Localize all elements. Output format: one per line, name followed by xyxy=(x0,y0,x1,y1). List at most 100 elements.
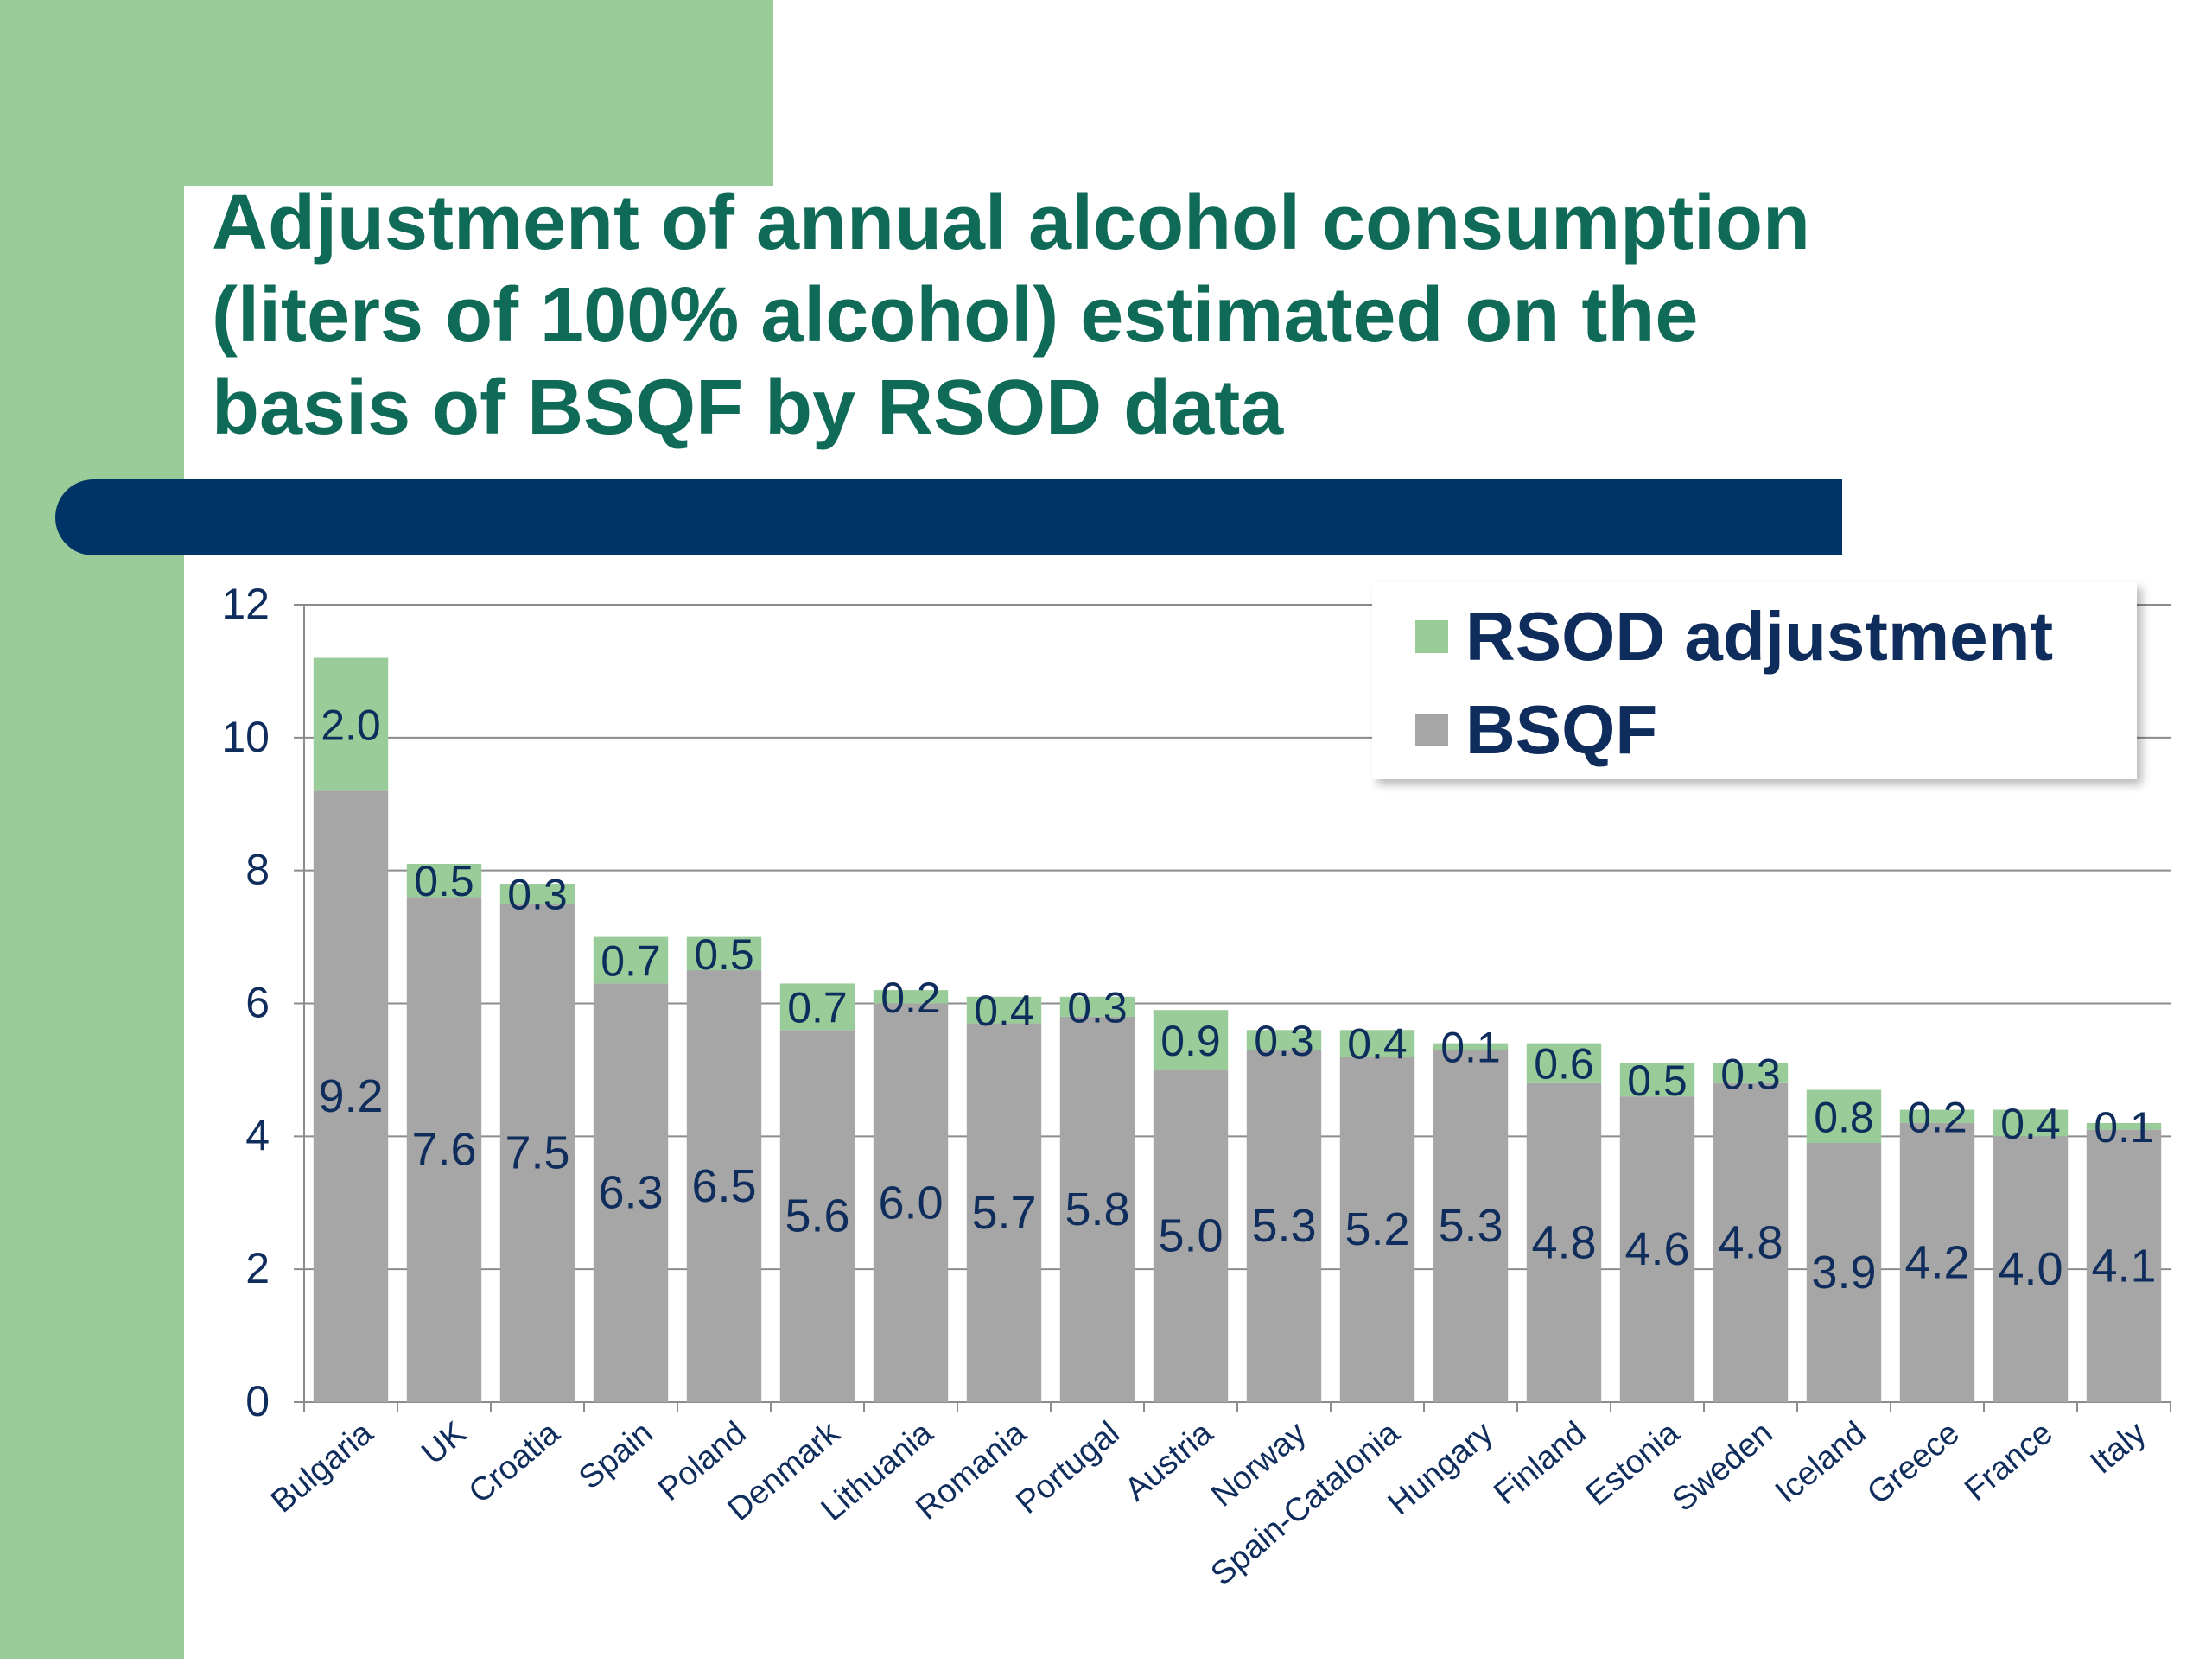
legend-item-rsod: RSOD adjustment xyxy=(1415,598,2053,676)
data-label-rsod: 0.5 xyxy=(1627,1057,1688,1105)
data-label-rsod: 0.4 xyxy=(2000,1100,2061,1148)
bar-bsqf xyxy=(1806,1143,1882,1402)
data-label-rsod: 0.3 xyxy=(1254,1017,1314,1065)
data-label-bsqf: 5.7 xyxy=(971,1187,1036,1239)
bar-rsod xyxy=(966,996,1042,1024)
data-label-bsqf: 6.5 xyxy=(691,1160,756,1212)
x-category-label: Greece xyxy=(1860,1415,1966,1512)
data-label-bsqf: 7.6 xyxy=(411,1124,476,1176)
data-label-rsod: 2.0 xyxy=(321,701,381,749)
bar-bsqf xyxy=(1526,1082,1602,1402)
bar-bsqf xyxy=(1059,1016,1135,1402)
data-label-rsod: 0.1 xyxy=(1440,1023,1501,1071)
bar-bsqf xyxy=(2086,1129,2162,1402)
data-label-bsqf: 5.8 xyxy=(1065,1184,1129,1235)
x-category-label: Sweden xyxy=(1666,1415,1780,1519)
bar-rsod xyxy=(1059,996,1135,1017)
bar-rsod xyxy=(1806,1089,1882,1144)
title-divider-bar xyxy=(55,479,1842,555)
data-label-bsqf: 5.2 xyxy=(1344,1203,1409,1255)
x-category-label: Austria xyxy=(1118,1414,1220,1508)
data-label-bsqf: 5.6 xyxy=(785,1190,849,1242)
bar-rsod xyxy=(313,657,389,791)
legend-item-bsqf: BSQF xyxy=(1415,691,1657,769)
bar-rsod xyxy=(1993,1109,2069,1137)
bar-rsod xyxy=(1433,1043,1509,1050)
bar-bsqf xyxy=(1993,1136,2069,1402)
data-label-rsod: 0.8 xyxy=(1814,1093,1874,1141)
bar-rsod xyxy=(2086,1122,2162,1130)
data-label-rsod: 0.9 xyxy=(1160,1017,1221,1065)
data-label-rsod: 0.7 xyxy=(601,937,661,986)
x-category-label: Bulgaria xyxy=(264,1414,380,1520)
legend-label-rsod: RSOD adjustment xyxy=(1465,598,2054,675)
left-green-band xyxy=(0,0,184,1659)
data-label-bsqf: 4.0 xyxy=(1998,1243,2063,1295)
legend-swatch-rsod xyxy=(1415,620,1448,653)
data-label-bsqf: 3.9 xyxy=(1811,1247,1876,1298)
bar-bsqf xyxy=(1899,1122,1975,1402)
bar-bsqf xyxy=(1619,1096,1695,1402)
y-tick-label: 12 xyxy=(221,580,270,628)
bar-bsqf xyxy=(1433,1050,1509,1402)
y-tick-label: 8 xyxy=(245,846,270,894)
y-tick-label: 4 xyxy=(245,1111,270,1159)
bar-bsqf xyxy=(686,970,762,1402)
data-label-rsod: 0.5 xyxy=(694,930,754,979)
x-category-label: UK xyxy=(415,1415,473,1472)
bar-rsod xyxy=(406,863,482,898)
data-label-rsod: 0.4 xyxy=(974,987,1034,1035)
data-label-bsqf: 6.0 xyxy=(878,1177,943,1228)
data-label-rsod: 0.6 xyxy=(1534,1040,1594,1089)
data-label-rsod: 0.5 xyxy=(414,857,474,905)
bar-bsqf xyxy=(1246,1050,1322,1402)
bar-rsod xyxy=(1339,1030,1415,1057)
data-label-bsqf: 4.6 xyxy=(1624,1223,1689,1275)
x-category-label: France xyxy=(1958,1415,2060,1508)
data-label-bsqf: 4.8 xyxy=(1718,1216,1783,1268)
bar-rsod xyxy=(1619,1063,1695,1097)
x-category-label: Spain xyxy=(572,1415,659,1497)
top-green-block xyxy=(0,0,773,186)
bar-bsqf xyxy=(966,1023,1042,1402)
bar-bsqf xyxy=(313,790,389,1402)
bar-rsod xyxy=(499,884,575,904)
y-tick-label: 10 xyxy=(221,713,270,761)
bar-bsqf xyxy=(1713,1082,1789,1402)
data-label-bsqf: 5.0 xyxy=(1158,1210,1223,1262)
bar-bsqf xyxy=(406,897,482,1402)
bar-rsod xyxy=(1246,1030,1322,1050)
data-label-bsqf: 5.3 xyxy=(1251,1200,1316,1252)
bar-rsod xyxy=(873,990,949,1004)
bar-bsqf xyxy=(779,1030,855,1402)
bar-bsqf xyxy=(873,1003,949,1402)
bar-rsod xyxy=(686,936,762,971)
x-category-label: Croatia xyxy=(462,1414,567,1510)
y-tick-label: 2 xyxy=(245,1244,270,1292)
bar-rsod xyxy=(1899,1109,1975,1123)
data-label-bsqf: 9.2 xyxy=(318,1070,383,1122)
chart-legend: RSOD adjustment BSQF xyxy=(1372,582,2137,779)
data-label-bsqf: 5.3 xyxy=(1438,1200,1503,1252)
data-label-rsod: 0.3 xyxy=(1720,1050,1781,1098)
y-tick-label: 6 xyxy=(245,979,270,1027)
data-label-rsod: 0.1 xyxy=(2094,1103,2154,1152)
data-label-rsod: 0.2 xyxy=(1907,1093,1967,1141)
legend-swatch-bsqf xyxy=(1415,714,1448,746)
bar-rsod xyxy=(1153,1010,1229,1070)
x-category-label: Finland xyxy=(1487,1415,1592,1512)
data-label-bsqf: 4.1 xyxy=(2091,1240,2156,1292)
data-label-rsod: 0.7 xyxy=(787,983,848,1031)
data-label-bsqf: 4.2 xyxy=(1904,1236,1969,1288)
x-category-label: Iceland xyxy=(1769,1415,1873,1511)
bar-rsod xyxy=(1713,1063,1789,1083)
y-tick-label: 0 xyxy=(245,1377,270,1425)
x-category-label: Italy xyxy=(2083,1415,2152,1482)
data-label-rsod: 0.2 xyxy=(880,974,941,1022)
data-label-bsqf: 4.8 xyxy=(1531,1216,1596,1268)
data-label-rsod: 0.3 xyxy=(1067,983,1128,1031)
bar-rsod xyxy=(779,983,855,1031)
bar-rsod xyxy=(1526,1043,1602,1083)
